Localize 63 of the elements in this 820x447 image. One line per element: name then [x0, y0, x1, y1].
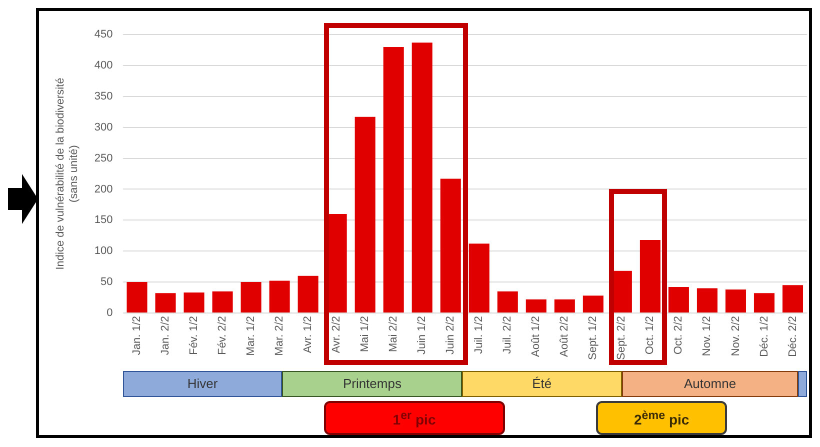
bar — [383, 46, 404, 312]
bar — [240, 282, 262, 312]
y-tick-label: 200 — [94, 183, 113, 196]
x-tick-label: Août 2/2 — [558, 316, 571, 357]
text: 1$^{er}$ pic — [392, 408, 436, 428]
y-axis-title: Indice de vulnérabilité de la biodiversité (sans unité) — [54, 78, 80, 270]
x-tick-label: Août 1/2 — [530, 316, 542, 357]
x-tick-label: Nov. 2/2 — [730, 316, 742, 356]
bar — [582, 296, 604, 312]
x-tick-label: Avr. 1/2 — [302, 316, 314, 354]
season-strip-segment: Automne — [622, 371, 798, 397]
bar — [184, 292, 204, 312]
bar — [526, 299, 546, 312]
x-tick-label: Juil. 1/2 — [473, 316, 486, 354]
bar — [554, 299, 575, 312]
y-tick-label: 50 — [100, 276, 113, 288]
x-tick-label: Jan. 1/2 — [131, 316, 144, 356]
x-tick-label: Oct. 1/2 — [644, 316, 656, 354]
bar — [640, 240, 660, 312]
y-tick-label: 100 — [94, 245, 113, 258]
season-strip-segment: Printemps — [282, 371, 462, 397]
x-tick-label: Juil. 2/2 — [502, 316, 514, 354]
y-tick-label: 150 — [94, 214, 113, 226]
season-strip-segment: Été — [462, 371, 622, 397]
bar — [668, 286, 689, 312]
bar — [155, 293, 176, 312]
x-tick-label: Mai 2/2 — [388, 316, 400, 352]
bar — [440, 178, 461, 312]
x-tick-label: Nov. 1/2 — [701, 316, 714, 356]
x-tick-label: Déc. 2/2 — [786, 316, 799, 357]
x-tick-label: Sept. 2/2 — [616, 316, 628, 360]
bar — [354, 116, 376, 312]
bar — [782, 285, 804, 312]
y-tick-label: 450 — [94, 28, 113, 41]
bar — [126, 282, 148, 312]
y-tick-label: 400 — [94, 60, 113, 72]
text: 2$^{ème}$ pic — [634, 408, 690, 428]
bar — [497, 291, 518, 312]
bar — [212, 291, 233, 312]
y-tick-label: 300 — [94, 121, 113, 134]
y-tick-label: 0 — [106, 307, 113, 319]
x-tick-label: Fév. 1/2 — [188, 316, 200, 355]
x-tick-label: Jan. 2/2 — [160, 316, 172, 356]
bar — [298, 276, 318, 312]
bar — [725, 289, 746, 312]
x-tick-label: Fév. 2/2 — [216, 316, 229, 355]
x-tick-label: Juin 2/2 — [444, 316, 457, 354]
x-tick-label: Mai 1/2 — [359, 316, 372, 352]
x-tick-label: Déc. 1/2 — [758, 316, 770, 357]
season-strip-segment: Hiver — [122, 371, 282, 397]
bar — [696, 288, 718, 312]
x-tick-label: Mar. 2/2 — [274, 316, 286, 356]
bar — [754, 293, 774, 312]
x-tick-label: Avr. 2/2 — [330, 316, 343, 354]
x-tick-label: Oct. 2/2 — [672, 316, 685, 354]
bar — [468, 244, 490, 312]
bar — [269, 280, 290, 312]
bar — [412, 42, 432, 312]
x-tick-label: Sept. 1/2 — [587, 316, 600, 360]
y-tick-label: 350 — [94, 90, 113, 102]
x-tick-label: Juin 1/2 — [416, 316, 428, 354]
x-tick-label: Mar. 1/2 — [245, 316, 258, 356]
y-tick-label: 250 — [94, 152, 113, 164]
